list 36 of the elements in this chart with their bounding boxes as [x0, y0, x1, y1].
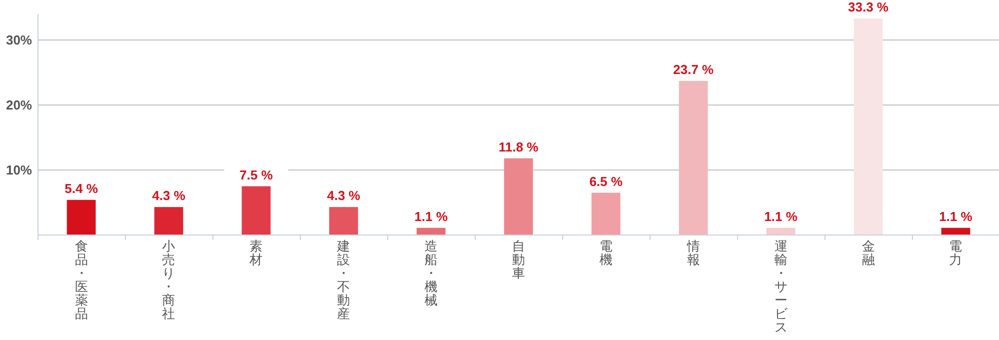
- data-label: 7.5 %: [240, 167, 274, 182]
- bar: [154, 207, 184, 235]
- x-tick-label: 運輸・サービス: [774, 238, 788, 335]
- data-label: 1.1 %: [764, 208, 798, 224]
- bar: [854, 18, 883, 235]
- x-tick-label: 食品・医薬品: [74, 238, 88, 322]
- bar: [592, 192, 620, 235]
- x-tick-label: 小売り・商社: [162, 238, 176, 322]
- bar: [941, 228, 970, 235]
- data-label: 33.3 %: [848, 0, 889, 15]
- x-tick-label: 造船・機械: [424, 238, 438, 308]
- bar: [678, 80, 708, 235]
- data-label: 11.8 %: [498, 139, 539, 154]
- data-label: 4.3 %: [152, 188, 186, 204]
- x-tick-label: 建設・不動産: [336, 238, 350, 322]
- x-tick-label: 電力: [949, 238, 962, 268]
- y-tick-label: 10%: [6, 162, 32, 178]
- x-tick-label: 情報: [686, 238, 700, 268]
- x-tick-label: 電機: [599, 238, 612, 268]
- bar: [766, 228, 796, 235]
- x-tick-label: 自動車: [512, 238, 525, 281]
- data-label: 4.3 %: [326, 188, 361, 204]
- y-tick-label: 20%: [6, 98, 32, 113]
- data-label: 1.1 %: [939, 208, 973, 224]
- x-tick-label: 金融: [862, 238, 875, 268]
- bar: [242, 186, 271, 235]
- y-tick-label: 30%: [6, 32, 32, 48]
- x-tick-label: 素材: [248, 238, 263, 268]
- data-label: 5.4 %: [64, 180, 98, 196]
- data-label: 6.5 %: [589, 174, 623, 189]
- bar: [416, 228, 446, 235]
- data-label: 1.1 %: [414, 208, 448, 224]
- bar: [504, 158, 533, 235]
- bar: [66, 200, 96, 235]
- data-label: 23.7 %: [673, 62, 714, 77]
- bar: [329, 207, 358, 235]
